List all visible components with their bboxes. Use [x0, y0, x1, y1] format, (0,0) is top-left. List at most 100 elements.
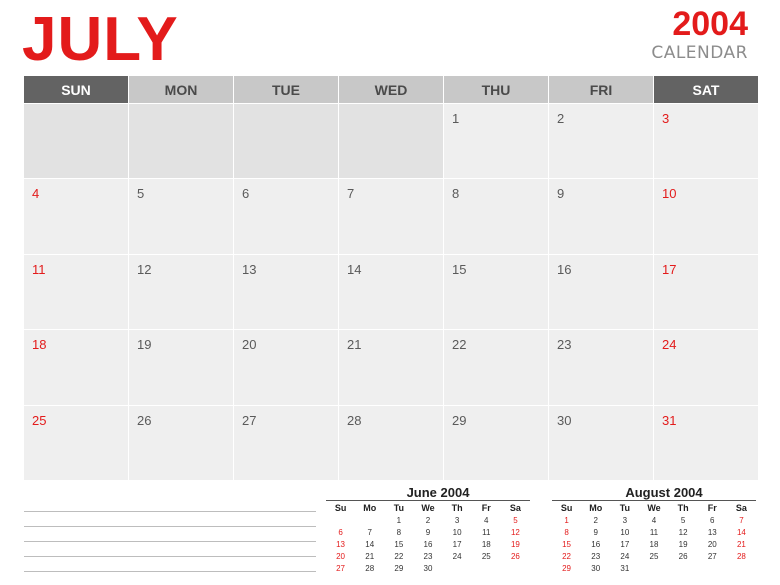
- mini-calendar-june: June 2004 Su Mo Tu We Th Fr Sa 1 2 3 4 5 6 7 8 9 10 11 12…: [326, 485, 530, 575]
- note-line: [24, 542, 316, 557]
- month-title: JULY: [22, 5, 179, 74]
- mini-weekday: Sa: [509, 503, 521, 513]
- year-title: 2004: [672, 5, 748, 43]
- mini-weekday: Th: [451, 503, 463, 513]
- mini-day: 21: [365, 552, 375, 561]
- day-number: 2: [557, 111, 565, 126]
- mini-weekday: Th: [677, 503, 689, 513]
- mini-day: 17: [452, 540, 462, 549]
- mini-calendar-days: 1 2 3 4 5 6 7 8 9 10 11 12 13 14 15 16 17 18 19 20 21 22 23 24 2…: [326, 515, 530, 575]
- day-cell: 27: [234, 405, 338, 480]
- weekday-header: SAT: [654, 76, 758, 103]
- mini-day: 9: [425, 528, 431, 537]
- day-number: 24: [662, 337, 677, 353]
- mini-weekday: Mo: [363, 503, 377, 513]
- mini-day: 16: [591, 540, 601, 549]
- mini-day: 3: [454, 516, 460, 525]
- day-cell: 5: [129, 179, 233, 254]
- mini-calendar-days: 1 2 3 4 5 6 7 8 9 10 11 12 13 14 15 16 17 18 19 20 21 22 23 24 2…: [552, 515, 756, 575]
- mini-day: 20: [336, 552, 346, 561]
- day-cell: 15: [444, 254, 548, 330]
- month-grid: SUN MON TUE WED THU FRI SAT 1 2 3 4 5 6 7 8 9 10 11 12 13 14…: [24, 76, 758, 480]
- mini-day: 20: [707, 540, 717, 549]
- mini-weekday: We: [647, 503, 661, 513]
- mini-day: [727, 563, 756, 575]
- day-cell: 21: [339, 330, 443, 405]
- mini-day: 4: [651, 516, 657, 525]
- weekday-header: THU: [444, 76, 548, 103]
- mini-day: 19: [510, 540, 520, 549]
- mini-day: 22: [562, 552, 572, 561]
- mini-weekday: Fr: [707, 503, 717, 513]
- empty-day-cell: [234, 104, 338, 179]
- mini-day: 15: [562, 540, 572, 549]
- day-cell: 2: [549, 104, 653, 179]
- day-number: 11: [32, 261, 46, 277]
- mini-day: 22: [394, 552, 404, 561]
- mini-weekday: Sa: [735, 503, 747, 513]
- day-cell: 20: [234, 330, 338, 405]
- day-cell: 23: [549, 330, 653, 405]
- mini-weekday: Su: [560, 503, 573, 513]
- note-line: [24, 557, 316, 572]
- day-cell: 3: [654, 104, 758, 179]
- mini-day: [698, 563, 727, 575]
- mini-day: [443, 563, 472, 575]
- day-number: 18: [32, 337, 47, 353]
- day-cell: 11: [24, 254, 128, 330]
- day-cell: 28: [339, 405, 443, 480]
- mini-day: 4: [484, 516, 489, 525]
- mini-weekday: We: [421, 503, 435, 513]
- mini-weekday: Tu: [619, 503, 631, 513]
- day-cell: 9: [549, 179, 653, 254]
- weekday-header: FRI: [549, 76, 653, 103]
- day-number: 22: [452, 337, 467, 353]
- weekday-header: TUE: [234, 76, 338, 103]
- mini-day: 14: [736, 528, 746, 537]
- day-cell: 31: [654, 405, 758, 480]
- mini-day: 10: [620, 528, 630, 537]
- day-cell: 12: [129, 254, 233, 330]
- day-cell: 6: [234, 179, 338, 254]
- mini-day: 31: [620, 564, 630, 573]
- day-cell: 7: [339, 179, 443, 254]
- day-number: 19: [137, 337, 152, 353]
- day-number: 26: [137, 412, 152, 428]
- mini-day: 25: [649, 552, 659, 561]
- mini-weekday: Su: [334, 503, 347, 513]
- day-number: 13: [242, 261, 257, 277]
- mini-day: 8: [396, 528, 402, 537]
- mini-day: 13: [707, 528, 717, 537]
- mini-day: 23: [423, 552, 433, 561]
- mini-day: 17: [620, 540, 630, 549]
- mini-day: 28: [736, 552, 746, 561]
- day-number: 10: [662, 186, 677, 202]
- day-cell: 10: [654, 179, 758, 254]
- mini-day: 24: [452, 552, 462, 561]
- day-cell: 13: [234, 254, 338, 330]
- mini-day: 16: [423, 540, 433, 549]
- mini-day: 24: [620, 552, 630, 561]
- mini-day: 15: [394, 540, 404, 549]
- empty-day-cell: [129, 104, 233, 179]
- day-number: 6: [242, 186, 250, 202]
- mini-day: 7: [367, 528, 372, 537]
- day-number: 1: [452, 111, 460, 126]
- day-number: 14: [347, 261, 362, 277]
- mini-day: 10: [452, 528, 462, 537]
- day-cell: 24: [654, 330, 758, 405]
- mini-day: 8: [564, 528, 569, 537]
- mini-day: 13: [336, 540, 346, 549]
- mini-calendar-title: August 2004: [625, 485, 703, 500]
- day-cell: 1: [444, 104, 548, 179]
- notes-area: [24, 497, 316, 572]
- mini-weekday: Tu: [393, 503, 405, 513]
- day-number: 20: [242, 337, 257, 353]
- weekday-header: SUN: [24, 76, 128, 103]
- weekday-header: WED: [339, 76, 443, 103]
- day-cell: 26: [129, 405, 233, 480]
- mini-day: 28: [365, 564, 375, 573]
- mini-day: 9: [593, 528, 598, 537]
- day-number: 25: [32, 412, 47, 428]
- mini-day: [501, 563, 530, 575]
